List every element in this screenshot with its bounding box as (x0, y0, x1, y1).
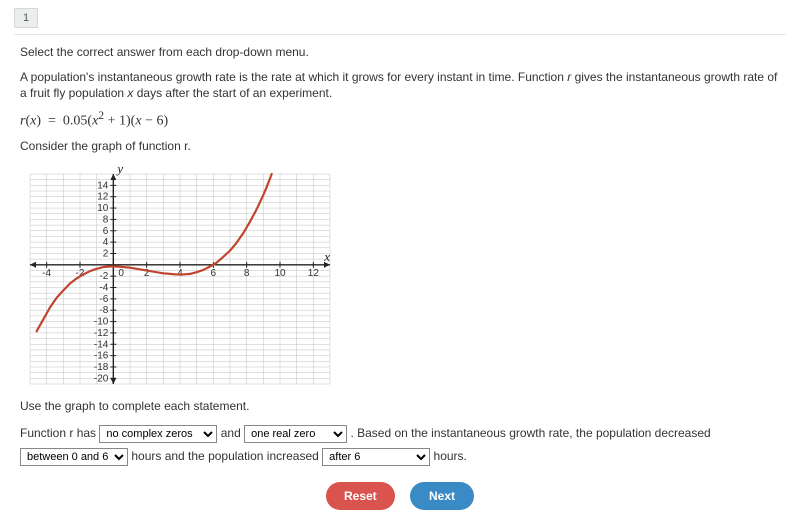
svg-text:4: 4 (103, 237, 109, 248)
dropdown-real-zeros[interactable]: no real zerosone real zerotwo real zeros… (244, 425, 347, 443)
svg-text:10: 10 (274, 268, 286, 279)
fill-in-statement: Function r has no complex zerosone compl… (20, 422, 780, 468)
instruction2: Use the graph to complete each statement… (20, 398, 780, 414)
svg-text:-8: -8 (99, 305, 108, 316)
svg-text:2: 2 (103, 249, 109, 260)
sentence-part: Function r has (20, 426, 96, 440)
svg-text:12: 12 (308, 268, 320, 279)
svg-text:-2: -2 (99, 271, 108, 282)
question-number-badge: 1 (14, 8, 38, 28)
sentence-part: . Based on the instantaneous growth rate… (350, 426, 710, 440)
reset-button[interactable]: Reset (326, 482, 395, 510)
svg-text:-6: -6 (99, 294, 108, 305)
svg-text:14: 14 (97, 181, 109, 192)
dropdown-decreased[interactable]: between 0 and 6after 6never (20, 448, 128, 466)
svg-text:-10: -10 (94, 317, 109, 328)
consider-text: Consider the graph of function r. (20, 138, 780, 154)
svg-text:0: 0 (118, 268, 124, 279)
dropdown-increased[interactable]: between 0 and 6after 6never (322, 448, 430, 466)
svg-text:-14: -14 (94, 339, 109, 350)
prompt-text: Select the correct answer from each drop… (20, 45, 780, 59)
sentence-part: hours. (434, 449, 467, 463)
svg-text:6: 6 (103, 226, 109, 237)
svg-text:-18: -18 (94, 362, 109, 373)
body-text: A population's instantaneous growth rate… (20, 69, 780, 101)
svg-text:-20: -20 (94, 374, 109, 385)
graph-container: -4-22468101202468101214-2-4-6-8-10-12-14… (20, 162, 786, 392)
sentence-part: and (221, 426, 241, 440)
dropdown-complex-zeros[interactable]: no complex zerosone complex zerotwo comp… (99, 425, 217, 443)
next-button[interactable]: Next (410, 482, 474, 510)
divider (14, 34, 786, 35)
svg-text:10: 10 (97, 203, 109, 214)
svg-text:4: 4 (177, 268, 183, 279)
svg-text:12: 12 (97, 192, 109, 203)
svg-text:-4: -4 (42, 268, 51, 279)
svg-text:6: 6 (211, 268, 217, 279)
sentence-part: hours and the population increased (131, 449, 318, 463)
svg-text:8: 8 (103, 215, 109, 226)
svg-text:-4: -4 (99, 283, 108, 294)
svg-text:y: y (115, 162, 123, 176)
svg-text:-16: -16 (94, 351, 109, 362)
svg-text:-12: -12 (94, 328, 109, 339)
svg-text:8: 8 (244, 268, 250, 279)
svg-text:x: x (323, 249, 330, 264)
equation: r(x) = 0.05(x2 + 1)(x − 6) (20, 109, 780, 130)
function-graph: -4-22468101202468101214-2-4-6-8-10-12-14… (20, 162, 340, 392)
